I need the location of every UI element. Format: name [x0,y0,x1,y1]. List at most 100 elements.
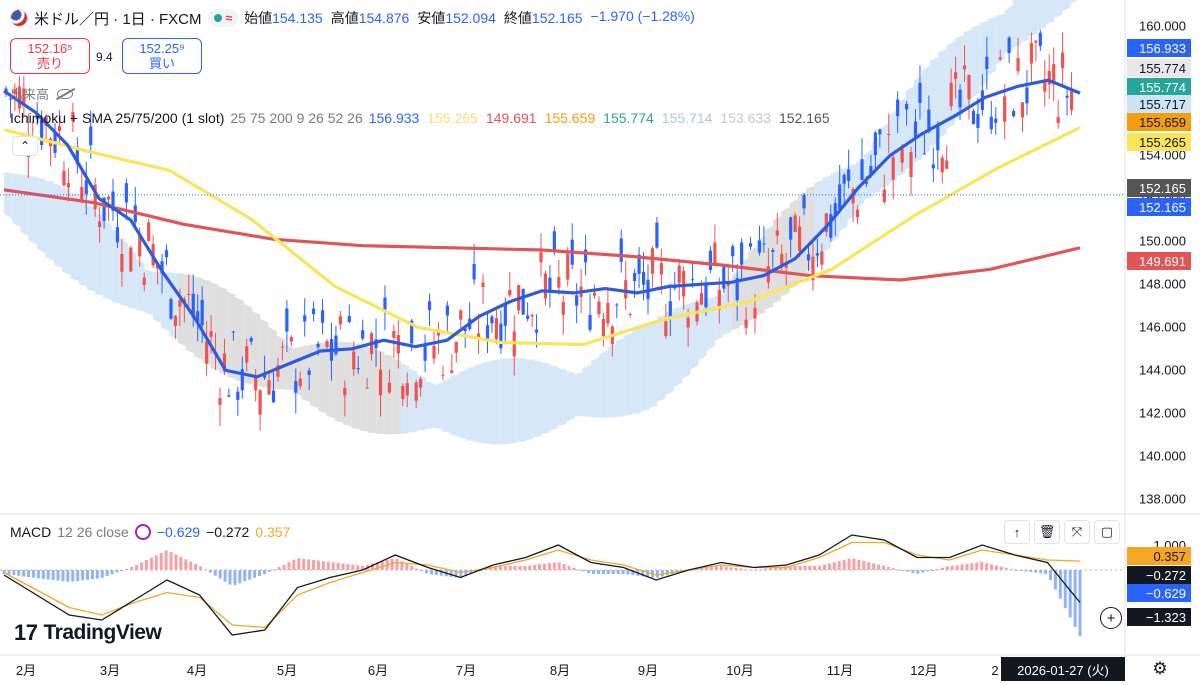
macd-hist-bar [808,566,812,570]
ichimoku-cloud-segment [1021,0,1030,43]
candle-body [615,304,619,306]
candle-body [664,321,668,337]
candle-body [1016,58,1020,72]
x-month-label: 8月 [550,663,570,678]
candle-body [89,126,93,146]
macd-hist-bar [719,566,723,570]
candle-body [62,170,66,186]
macd-hist-bar [341,563,345,570]
candle-body [945,160,949,169]
candle-body [227,395,231,397]
macd-hist-bar [764,568,768,570]
candle-body [222,353,227,372]
delete-pane-icon[interactable]: 🗑 [1034,520,1060,544]
indicator-value: 155.774 [603,110,654,126]
ichimoku-cloud-segment [607,344,616,418]
macd-hist-bar [316,560,320,570]
candle-body [365,387,369,389]
candle-body [218,398,222,405]
macd-hist-bar [518,566,522,570]
candle-body [84,180,88,194]
macd-hist-bar [410,566,414,570]
candle-body [432,345,436,359]
y-tick-label: 138.000 [1139,491,1186,506]
macd-hist-bar [626,570,630,575]
macd-hist-bar [41,570,45,579]
market-status-pill[interactable]: ≈ [207,9,239,27]
macd-hist-bar [135,564,139,570]
macd-hist-bar [429,570,433,575]
ichimoku-cloud-segment [632,328,641,414]
candle-body [1034,40,1038,43]
macd-hist-bar [994,565,998,570]
symbol-title[interactable]: 米ドル／円 · 1日 · FXCM [34,10,202,28]
candle-body [806,254,811,261]
sell-button[interactable]: 152.16⁵ 売り [10,38,90,74]
candle-body [387,382,392,393]
ichimoku-cloud-segment [152,272,162,324]
macd-hist-bar [479,570,483,571]
add-plus-icon[interactable]: + [1100,607,1122,629]
eye-hidden-icon[interactable] [57,88,74,99]
macd-hist-bar [803,566,807,570]
y-tick-label: 154.000 [1139,147,1186,162]
ichimoku-cloud-segment [326,342,335,419]
volume-indicator-label[interactable]: 出来高 [10,84,74,103]
buy-button[interactable]: 152.25⁹ 買い [122,38,202,74]
candle-body [833,203,837,215]
macd-hist-bar [813,566,817,570]
candle-body [682,270,686,297]
macd-hist-bar [223,570,227,582]
collapse-legend-button[interactable]: ⌃ [12,136,38,156]
collapse-pane-icon[interactable]: ⤧ [1064,520,1090,544]
candle-body [1069,91,1074,111]
candle-body [445,305,449,316]
candle-body [708,250,713,270]
ichimoku-cloud-segment [706,297,716,351]
macd-hist-bar [798,566,802,570]
candle-body [637,254,641,274]
candle-body [931,164,935,169]
ichimoku-cloud-segment [144,268,153,315]
candle-body [164,250,169,258]
macd-hist-bar [130,566,134,570]
macd-hist-bar [86,570,90,580]
ichimoku-cloud-segment [28,175,38,245]
move-pane-up-icon[interactable]: ↑ [1004,520,1030,544]
macd-hist-bar [896,569,900,571]
indicator-value: 152.165 [779,110,830,126]
candle-body [1029,43,1034,64]
macd-hist-bar [51,570,55,581]
indicator-legend[interactable]: Ichimoku + SMA 25/75/200 (1 slot) 25 75 … [10,110,838,126]
maximize-pane-icon[interactable]: ▢ [1094,520,1120,544]
candle-body [258,390,262,415]
high-label: 高値 [330,10,359,26]
candle-body [780,254,784,267]
macd-hist-bar [125,568,129,570]
candle-body [548,277,552,291]
candle-body [913,121,918,138]
settings-gear-icon[interactable]: ⚙ [1152,659,1168,678]
macd-legend[interactable]: MACD 12 26 close −0.629 −0.272 0.357 [10,524,290,540]
price-badge-text: 149.691 [1139,254,1186,269]
candle-body [209,331,213,337]
macd-hist-bar [76,570,80,581]
macd-hist-bar [901,570,905,571]
candle-body [8,98,13,100]
macd-hist-bar [867,562,871,570]
indicator-value: 149.691 [485,110,537,126]
macd-hist-bar [931,570,935,571]
candle-body [601,318,606,337]
pane-toolbar: ↑ 🗑 ⤧ ▢ [1004,520,1120,544]
macd-hist-bar [533,564,537,570]
macd-hist-bar [1029,570,1033,572]
ichimoku-cloud-segment [624,332,633,416]
macd-hist-bar [356,565,360,570]
candle-body [450,370,454,373]
macd-hist-bar [562,564,566,570]
candle-body [735,277,739,300]
candle-body [976,113,980,128]
sell-price: 152.16⁵ [27,41,73,56]
